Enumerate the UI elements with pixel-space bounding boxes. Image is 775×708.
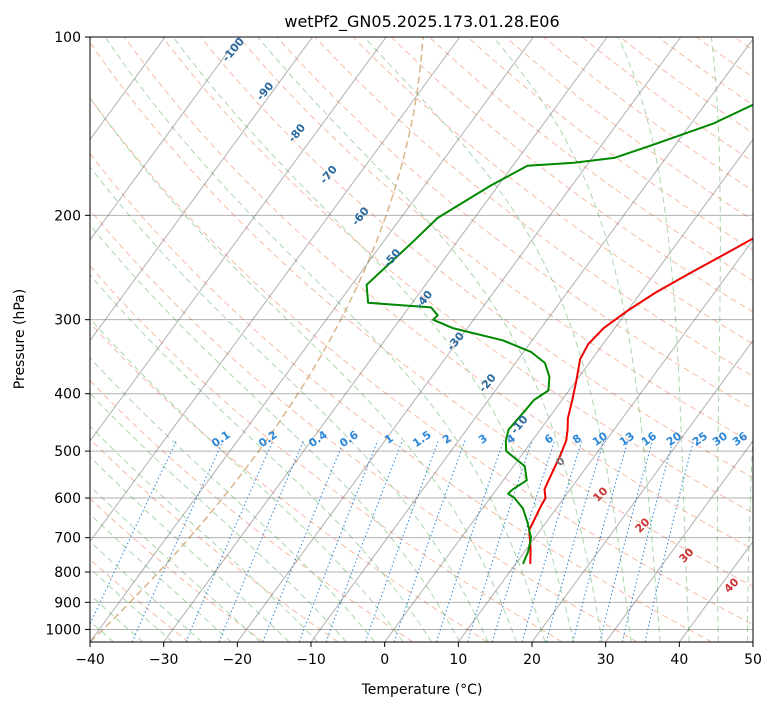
moist-adiabat-line [172,37,575,642]
mixing-ratio-line [185,440,274,642]
moist-adiabat-line [747,426,753,642]
isotherm-line [605,440,753,642]
moist-adiabat-line [710,37,721,642]
moist-adiabat-line [90,357,376,642]
dry-adiabat-line [90,97,753,626]
x-tick-label: −10 [296,652,326,668]
x-tick-label: 10 [449,652,467,668]
isotherm-line [310,38,753,642]
x-tick-label: 50 [744,652,762,668]
mixing-ratio-line [621,440,674,642]
moist-adiabat-line [90,513,232,642]
isotherm-line [163,37,608,642]
isotherm-line [90,37,240,241]
dry-adiabat-line [429,37,753,282]
dry-adiabat-line [200,37,753,479]
mixing-ratio-line [435,440,505,642]
plot-frame [89,36,754,643]
dry-adiabat-line [90,322,488,642]
moist-adiabat-line [90,97,517,642]
y-axis-title: Pressure (hPa) [12,289,28,389]
x-tick-label: 40 [670,652,688,668]
x-tick-label: 20 [523,652,541,668]
dry-adiabat-line [90,153,712,642]
moist-adiabat-line [90,540,203,642]
x-tick-label: −20 [223,652,253,668]
mixing-ratio-line [262,440,345,642]
moist-adiabat-line [90,567,173,642]
dry-adiabat-line [238,37,753,444]
dry-adiabat-line [90,265,563,642]
isotherm-line [457,239,753,642]
mixing-ratio-line [545,440,605,642]
mixing-ratio-line [298,440,379,642]
temperature-line [528,237,753,564]
dewpoint-line [365,103,753,565]
mixing-ratio-line [131,440,224,642]
dry-adiabat-line [390,37,753,313]
moist-adiabat-line [104,37,546,642]
profile-lines [365,103,753,565]
dry-adiabat-line [90,209,638,642]
mixing-ratio-line [521,440,583,642]
isotherm-line [90,37,313,342]
x-axis-title: Temperature (°C) [361,682,483,698]
x-tick-label: −40 [75,652,105,668]
moist-adiabat-line [90,224,461,642]
y-tick-label: 900 [54,595,81,611]
isotherm-line [384,138,753,642]
dry-adiabat-line [90,379,414,642]
y-tick-label: 200 [54,208,81,224]
moist-adiabat-line [90,166,489,642]
mixing-ratio-line [644,440,695,642]
x-tick-label: −30 [149,652,179,668]
dry-adiabat-line [162,37,753,514]
background-lines [90,37,753,642]
axes: −40 −30 −20 −10 0 10 20 30 40 50 100 200 300 400 500 60… [45,30,762,668]
isotherm-line [531,339,753,642]
y-tick-label: 800 [54,565,81,581]
y-tick-label: 300 [54,313,81,329]
moist-adiabat-line [617,37,690,642]
moist-adiabat-line [363,37,632,642]
isotherm-line [90,37,387,442]
moist-adiabat-line [90,485,261,642]
moist-adiabat-line [90,594,144,642]
mixing-ratio-line [467,440,533,642]
x-tick-label: 0 [380,652,389,668]
chart-title: wetPf2_GN05.2025.173.01.28.E06 [284,12,559,32]
moist-adiabat-line [492,37,661,642]
y-tick-label: 500 [54,444,81,460]
mixing-ratio-line [599,440,653,642]
boundary-curve [90,37,424,642]
dry-adiabat-line [123,37,753,550]
mixing-ratio-line [90,440,177,626]
moist-adiabat-line [90,456,290,642]
dry-adiabat-line [276,37,753,410]
isotherm-line [90,37,534,642]
y-tick-label: 100 [54,30,81,46]
y-tick-label: 400 [54,387,81,403]
x-tick-label: 30 [597,652,615,668]
mixing-ratio-line [491,440,556,642]
dry-adiabat-line [90,497,264,642]
mixing-ratio-line [218,440,305,642]
dry-adiabat-line [90,41,753,588]
isotherm-line [236,37,682,642]
y-tick-label: 700 [54,531,81,547]
moist-adiabat-line [90,274,432,642]
isotherm-line [90,37,166,141]
moist-adiabat-line [90,318,404,642]
moist-adiabat-line [257,37,603,642]
mixing-ratio-line [572,440,629,642]
dry-adiabat-line [467,37,753,251]
moist-adiabat-line [90,392,347,642]
y-tick-label: 1000 [45,622,81,638]
y-tick-label: 600 [54,491,81,507]
